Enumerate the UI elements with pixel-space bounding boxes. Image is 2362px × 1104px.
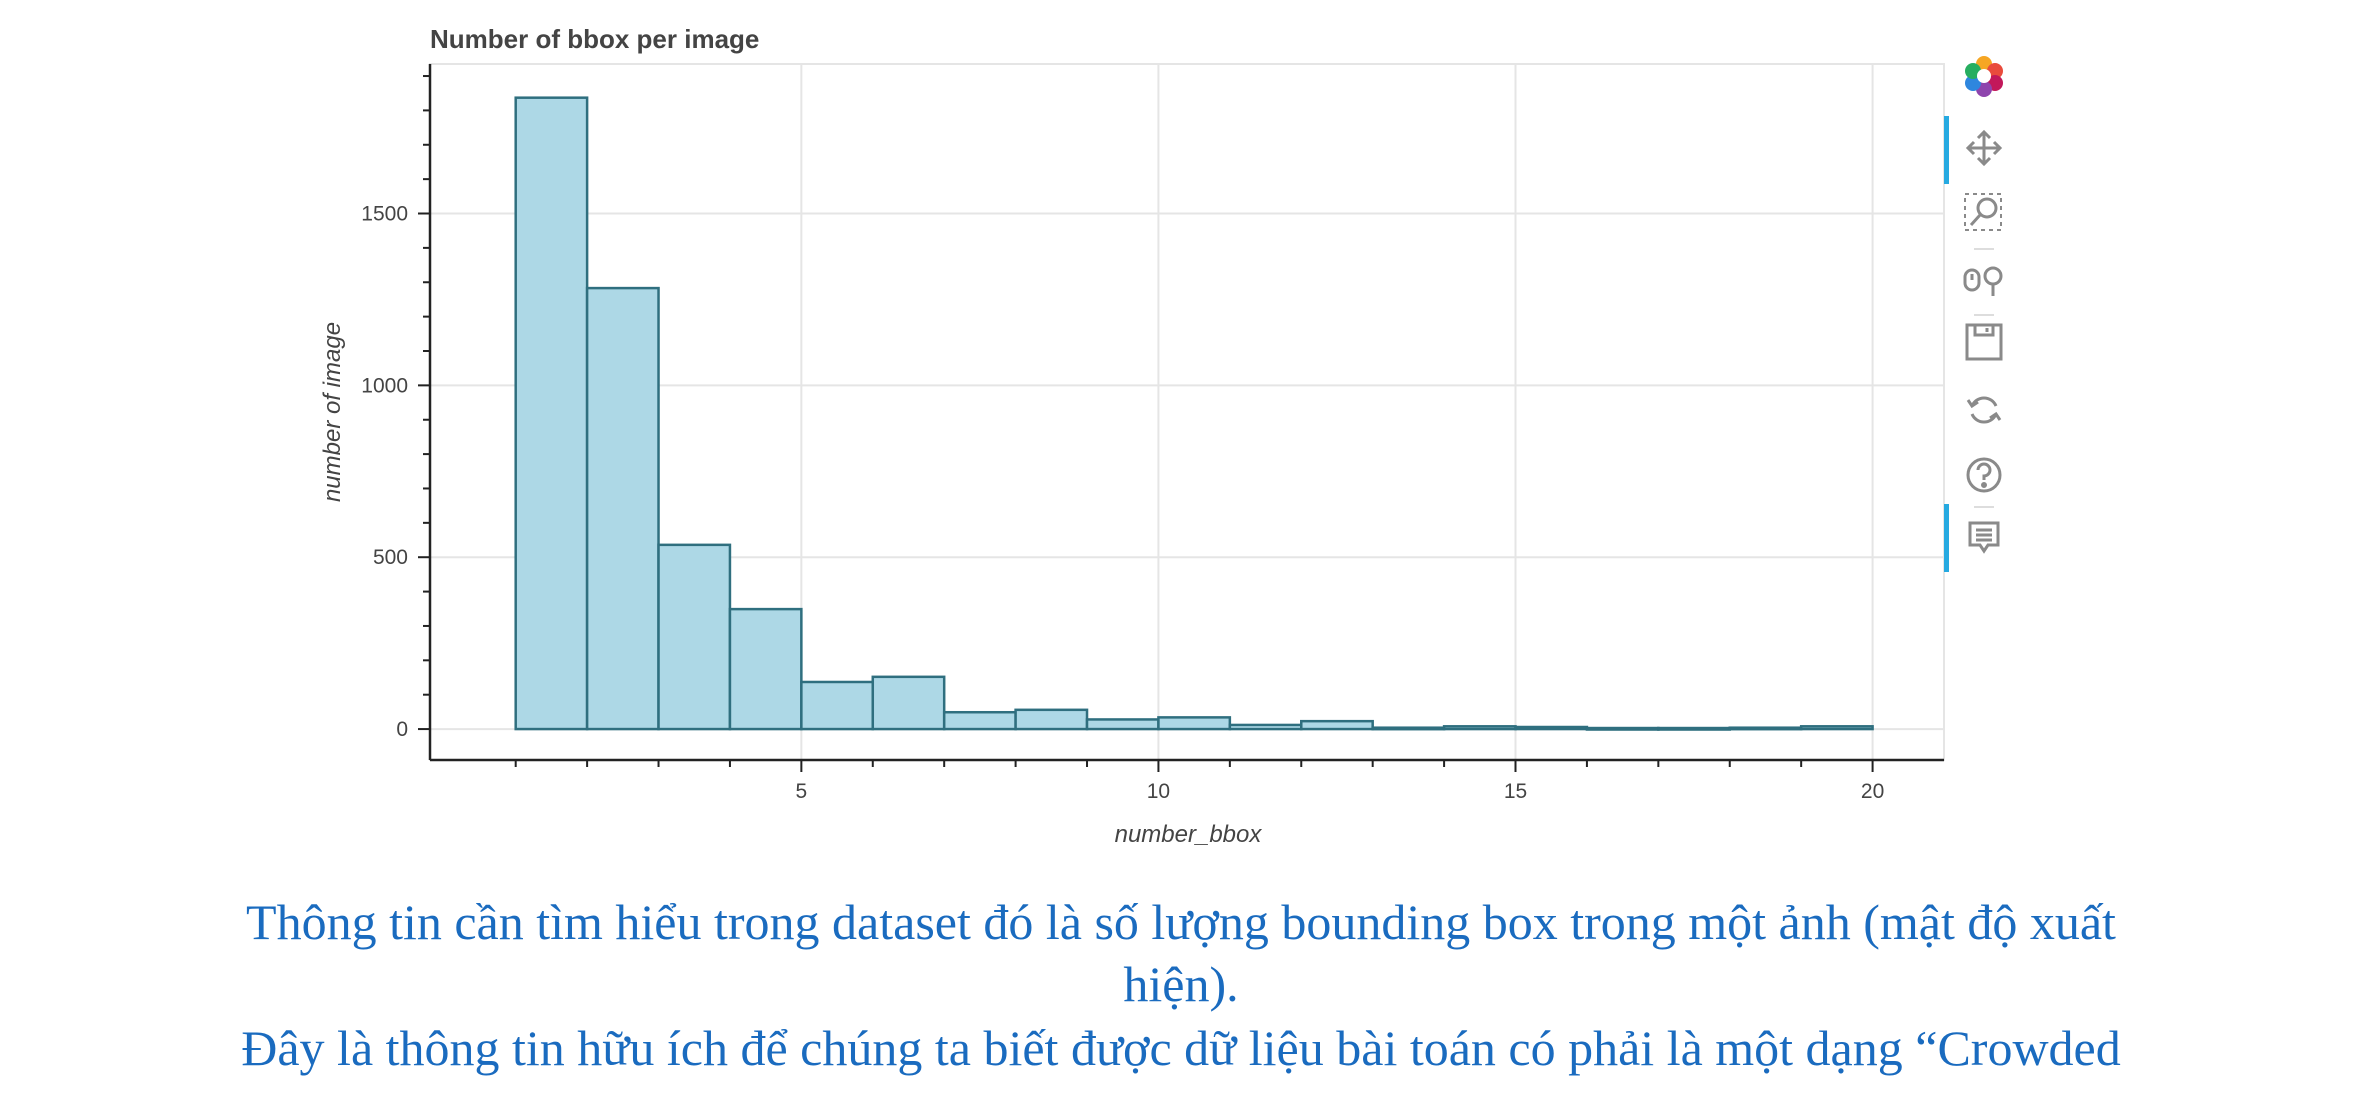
histogram-bar <box>942 710 1017 731</box>
histogram-bar <box>871 675 946 731</box>
x-tick-label: 15 <box>1504 780 1527 803</box>
histogram-bar <box>1514 725 1589 731</box>
histogram-bar <box>514 96 589 731</box>
histogram-bar <box>657 543 732 731</box>
axes: 5 10 15 20 0 500 1000 1500 <box>361 64 1944 803</box>
y-tick-label: 500 <box>373 546 408 569</box>
x-tick-label: 20 <box>1861 780 1884 803</box>
x-tick-label: 5 <box>796 780 808 803</box>
histogram-bar <box>1585 726 1660 731</box>
histogram-bar <box>1799 725 1874 731</box>
caption-line-2: hiện). <box>1123 956 1239 1012</box>
bokeh-logo-icon[interactable] <box>1960 52 2008 100</box>
histogram-chart: Number of bbox per image 5 10 15 20 0 500 1000… <box>319 24 1945 848</box>
histogram-bar <box>1657 726 1732 731</box>
bars <box>514 96 1874 731</box>
hover-icon[interactable] <box>1960 514 2008 562</box>
wheel-zoom-icon[interactable] <box>1960 256 2008 304</box>
help-icon[interactable] <box>1960 451 2008 499</box>
histogram-bar <box>1014 708 1089 731</box>
histogram-bar <box>728 607 803 731</box>
box-zoom-icon[interactable] <box>1960 189 2008 237</box>
caption-line-1: Thông tin cần tìm hiểu trong dataset đó … <box>246 894 2116 950</box>
histogram-bar <box>800 680 875 731</box>
histogram-bar <box>1157 716 1232 731</box>
caption-line-3: Đây là thông tin hữu ích để chúng ta biế… <box>241 1020 2121 1076</box>
histogram-bar <box>1371 726 1446 731</box>
chart-title: Number of bbox per image <box>430 24 759 54</box>
histogram-bar <box>1442 725 1517 731</box>
pan-icon[interactable] <box>1960 124 2008 172</box>
x-tick-label: 10 <box>1147 780 1170 803</box>
y-axis-label: number of image <box>319 322 346 502</box>
histogram-bar <box>1728 726 1803 731</box>
histogram-bar <box>1300 719 1374 731</box>
reset-icon[interactable] <box>1960 386 2008 434</box>
save-icon[interactable] <box>1960 318 2008 366</box>
histogram-bar <box>1085 718 1160 731</box>
y-tick-label: 1500 <box>361 203 408 226</box>
histogram-bar <box>1228 723 1303 731</box>
histogram-bar <box>585 286 660 731</box>
x-axis-label: number_bbox <box>1115 821 1263 848</box>
y-tick-label: 0 <box>396 718 408 741</box>
y-tick-label: 1000 <box>361 374 408 397</box>
